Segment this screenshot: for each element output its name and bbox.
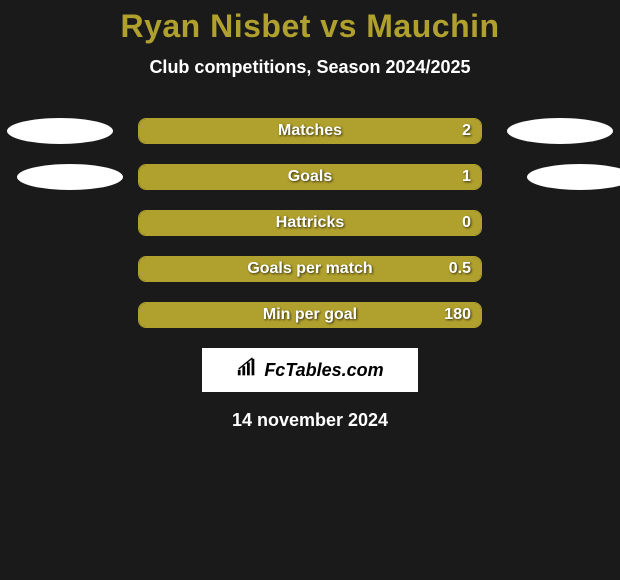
stat-bar-value: 1 [462,168,471,186]
decoration-ellipse-left-1 [7,118,113,144]
stat-bar-label: Min per goal [263,306,357,324]
stat-bar-label: Matches [278,122,342,140]
brand-box[interactable]: FcTables.com [202,348,418,392]
stat-bar: Goals per match 0.5 [138,256,482,282]
stat-bar: Goals 1 [138,164,482,190]
brand-chart-icon [236,357,258,384]
decoration-ellipse-right-1 [507,118,613,144]
stat-bar-label: Goals per match [247,260,372,278]
decoration-ellipse-left-2 [17,164,123,190]
stat-bar-label: Hattricks [276,214,344,232]
stat-bars: Matches 2 Goals 1 Hattricks 0 Goals per match 0… [138,118,482,328]
stat-bar: Hattricks 0 [138,210,482,236]
stat-bar: Matches 2 [138,118,482,144]
decoration-ellipse-right-2 [527,164,620,190]
stat-bar-value: 0 [462,214,471,232]
page-subtitle: Club competitions, Season 2024/2025 [0,57,620,78]
brand-name: FcTables.com [264,360,383,381]
stat-bar-value: 180 [444,306,471,324]
stat-bar: Min per goal 180 [138,302,482,328]
stat-bar-value: 0.5 [449,260,471,278]
stats-area: Matches 2 Goals 1 Hattricks 0 Goals per match 0… [0,118,620,431]
stat-bar-label: Goals [288,168,332,186]
stat-bar-value: 2 [462,122,471,140]
footer-date: 14 november 2024 [0,410,620,431]
page-title: Ryan Nisbet vs Mauchin [0,8,620,45]
